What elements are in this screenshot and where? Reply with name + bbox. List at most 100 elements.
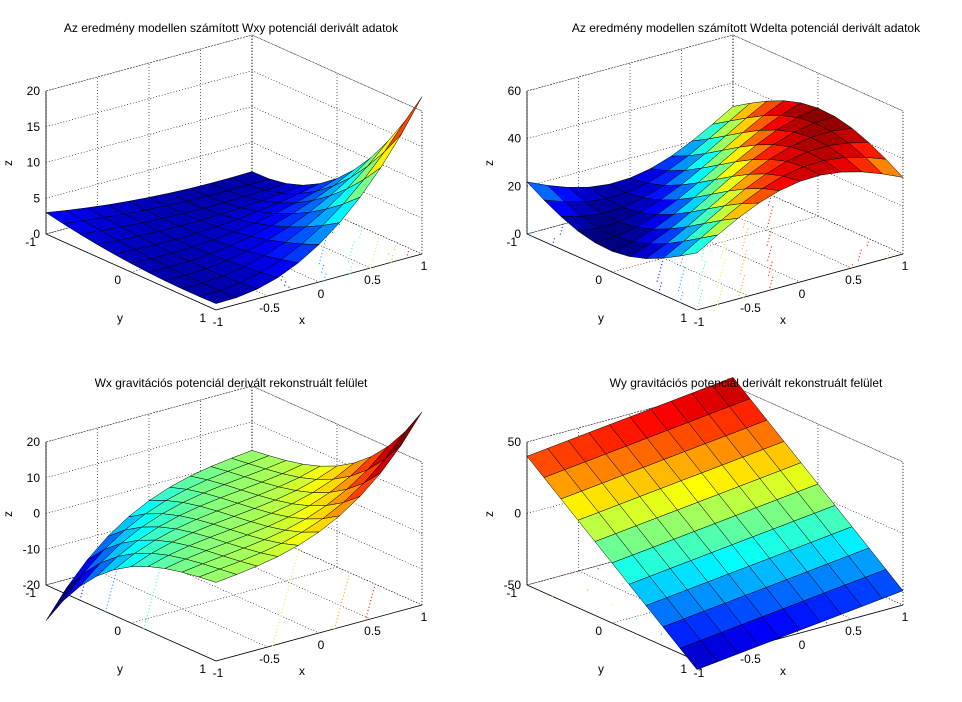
contour-point [742, 296, 744, 298]
contour-point [700, 259, 702, 261]
contour-point [771, 261, 773, 263]
contour-point [285, 281, 287, 283]
contour-point [153, 588, 156, 590]
contour-point [148, 608, 150, 610]
surface-patch [198, 290, 238, 304]
x-axis-label: x [780, 664, 786, 678]
z-tick-label: 10 [27, 471, 41, 485]
floor-gridline [130, 566, 338, 624]
contour-point [291, 572, 294, 574]
contour-point [701, 289, 704, 291]
contour-point [769, 197, 771, 199]
contour-point [392, 255, 394, 257]
x-tick-label: 0.5 [364, 273, 381, 287]
contour-point [701, 274, 703, 276]
contour-point [405, 257, 408, 259]
z-tick-label: 5 [33, 191, 40, 205]
z-tick-label: 40 [508, 132, 522, 146]
contour-point [147, 611, 149, 613]
contour-point [679, 283, 681, 285]
contour-point [721, 253, 723, 255]
contour-point [769, 286, 771, 288]
x-tick-label: -0.5 [740, 301, 761, 315]
contour-point [660, 633, 663, 635]
chart-title: Az eredmény modellen számított Wdelta po… [572, 21, 921, 35]
contour-point [272, 645, 274, 647]
contour-point [859, 252, 861, 254]
contour-point [318, 263, 320, 265]
contour-point [349, 254, 351, 256]
contour-point [144, 621, 147, 623]
contour-point [743, 275, 746, 277]
contour-point [324, 243, 326, 245]
contour-point [346, 582, 348, 584]
contour-point [739, 273, 741, 275]
contour-point [111, 587, 113, 590]
contour-point [83, 586, 85, 588]
contour-point [742, 281, 744, 283]
contour-point [851, 264, 854, 266]
contour-point [866, 244, 868, 246]
contour-point [699, 281, 701, 283]
x-tick-label: -0.5 [259, 652, 280, 666]
contour-point [552, 241, 555, 243]
contour-point [288, 286, 290, 288]
contour-point [858, 256, 860, 258]
contour-point [745, 235, 747, 237]
contour-point [721, 268, 723, 271]
contour-point [323, 280, 325, 282]
contour-point [722, 265, 724, 267]
contour-point [322, 268, 324, 270]
contour-point [742, 226, 745, 228]
contour-point [110, 591, 112, 593]
contour-point [724, 259, 726, 261]
z-tick-label: 50 [508, 435, 522, 449]
contour-point [723, 243, 726, 246]
contour-point [767, 204, 770, 206]
contour-point [322, 249, 324, 251]
contour-point [273, 638, 276, 640]
contour-point [724, 240, 726, 242]
floor-gridline [526, 528, 734, 586]
contour-point [108, 597, 110, 600]
contour-point [106, 604, 108, 606]
contour-point [275, 631, 277, 634]
z-tick-label: 0 [33, 227, 40, 241]
y-tick-label: 1 [199, 311, 206, 325]
contour-point [720, 272, 723, 274]
contour-point [769, 216, 771, 218]
z-gridline [45, 34, 423, 112]
chart-title: Wx gravitációs potenciál derivált rekons… [95, 376, 368, 390]
contour-point [351, 266, 353, 268]
z-tick-label: 20 [27, 84, 41, 98]
contour-point [553, 238, 555, 240]
contour-point [394, 248, 396, 250]
x-tick-label: -1 [213, 315, 224, 329]
contour-point [325, 273, 327, 275]
chart-panel-4: -50 0 50 -1 -0.5 0 0.5 1 -1 0 1 Wy gravitációs pote… [482, 376, 909, 680]
contour-point [745, 250, 748, 252]
contour-point [684, 266, 686, 269]
contour-point [742, 263, 744, 265]
contour-point [769, 268, 771, 270]
contour-point [375, 247, 377, 249]
contour-point [743, 241, 745, 243]
contour-point [700, 296, 702, 298]
floor-gridline [611, 566, 819, 624]
contour-point [850, 267, 853, 269]
contour-point [680, 261, 683, 263]
contour-point [113, 578, 116, 580]
floor-gridline [148, 556, 320, 634]
contour-point [351, 248, 353, 250]
contour-point [290, 575, 293, 577]
contour-point [696, 309, 698, 311]
contour-point [768, 256, 770, 258]
contour-point [857, 259, 860, 261]
contour-point [886, 257, 889, 259]
z-tick-label: 60 [508, 84, 522, 98]
contour-point [768, 201, 771, 203]
contour-point [680, 298, 682, 300]
contour-point [681, 276, 683, 278]
contour-point [272, 641, 275, 643]
contour-point [276, 628, 278, 630]
